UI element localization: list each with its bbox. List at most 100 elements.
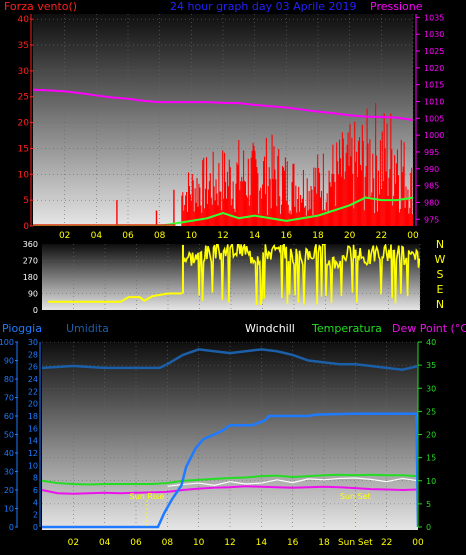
windchill-line [167,477,418,487]
humidity-tick-label: 50 [4,431,14,440]
hour-tick-label: 08 [154,231,166,241]
windchill-label: Windchill [245,322,295,335]
rain-tick-label: 14 [28,437,38,446]
chart-title: 24 hour graph day 03 Aprile 2019 [170,0,357,13]
humidity-tick-label: 90 [4,357,14,366]
pressure-tick-label: 1020 [424,64,444,73]
temperature-tick-label: 20 [426,431,436,440]
panel-temperature-series [42,348,418,529]
rain-tick-label: 28 [28,350,38,359]
pressure-axis-label: Pressione [370,0,423,13]
temperature-line [42,473,418,486]
rain-tick-label: 26 [28,363,38,372]
humidity-tick-label: 40 [4,449,14,458]
humidity-y-ticks: 0 10 20 30 40 50 60 70 80 90 100 [0,338,18,532]
hour-tick-label: 00 [412,538,424,548]
humidity-tick-label: 80 [4,375,14,384]
humidity-axis-label: Umidita [66,322,109,335]
temperature-tick-label: 35 [426,361,436,370]
direction-line [182,244,420,306]
wind-tick-label: 30 [18,67,30,77]
wind-tick-label: 40 [18,15,30,25]
direction-tick-label: 270 [23,257,38,266]
compass-label: N [436,298,444,311]
rain-tick-label: 4 [33,498,38,507]
rain-tick-label: 30 [28,338,38,347]
temperature-tick-label: 0 [426,523,431,532]
wind-tick-label: 15 [18,144,29,154]
wind-tick-label: 5 [23,196,29,206]
humidity-tick-label: 20 [4,486,14,495]
hour-tick-label: 04 [91,231,103,241]
hour-tick-label: Sun Set [338,538,373,548]
temperature-tick-label: 25 [426,407,436,416]
hour-tick-label: 12 [217,231,228,241]
humidity-tick-label: 100 [0,338,14,347]
dewpoint-label: Dew Point (°C) [392,322,466,335]
rain-tick-label: 16 [28,424,38,433]
hour-tick-label: 06 [122,231,134,241]
wind-tick-label: 20 [18,119,30,129]
direction-tick-label: 90 [28,290,38,299]
pressure-tick-label: 1000 [424,131,444,140]
pressure-y-ticks: 975 980 985 990 995 1000 1005 1010 1015 1020 1025 1… [415,13,444,226]
pressure-tick-label: 985 [424,182,439,191]
hour-tick-label: 20 [344,231,356,241]
wind-mean-line [33,196,413,226]
hour-tick-label: 00 [407,231,419,241]
wind-tick-label: 35 [18,41,29,51]
hour-tick-label: 04 [99,538,111,548]
hour-tick-label: 22 [381,538,392,548]
rain-line [42,412,418,529]
wind-tick-label: 10 [18,170,30,180]
rain-tick-label: 0 [33,523,38,532]
pressure-tick-label: 975 [424,215,439,224]
hour-tick-label: 02 [68,538,79,548]
sun-rise-label: Sun Rise [130,492,165,501]
hour-tick-label: 08 [162,538,174,548]
temperature-label: Temperatura [311,322,382,335]
pressure-tick-label: 1035 [424,13,444,22]
rain-tick-label: 8 [33,474,38,483]
hour-tick-label: 14 [256,538,268,548]
compass-label: S [437,268,444,281]
hour-tick-label: 10 [193,538,205,548]
pressure-tick-label: 1010 [424,97,444,106]
sun-annotations: Sun Rise Sun Set [130,492,371,527]
pressure-tick-label: 980 [424,198,439,207]
hour-tick-label: 12 [224,538,235,548]
humidity-tick-label: 30 [4,468,14,477]
hour-tick-label: 14 [249,231,261,241]
direction-line [48,292,183,303]
hour-tick-label: 16 [287,538,299,548]
hour-tick-label: 06 [130,538,142,548]
wind-tick-label: 0 [23,222,29,232]
hour-tick-label: 02 [59,231,70,241]
compass-label: E [437,283,444,296]
humidity-tick-label: 0 [9,523,14,532]
direction-tick-label: 0 [33,306,38,315]
rain-axis-label: Pioggia [2,322,42,335]
hour-tick-label: 18 [318,538,330,548]
rain-tick-label: 24 [28,375,38,384]
humidity-tick-label: 60 [4,412,14,421]
temperature-tick-label: 30 [426,384,436,393]
direction-tick-label: 180 [23,273,38,282]
pressure-tick-label: 1030 [424,30,444,39]
pressure-line [33,88,413,121]
temperature-tick-label: 15 [426,454,436,463]
direction-tick-label: 360 [23,240,38,249]
panel-wind-x-ticks: 02 04 06 08 10 12 14 16 18 20 22 00 [59,231,419,241]
rain-tick-label: 10 [28,461,38,470]
compass-label: W [435,253,446,266]
temperature-tick-label: 40 [426,338,436,347]
wind-axis-label: Forza vento() [4,0,77,13]
rain-tick-label: 6 [33,486,38,495]
pressure-tick-label: 995 [424,148,439,157]
compass-label: N [436,238,444,251]
